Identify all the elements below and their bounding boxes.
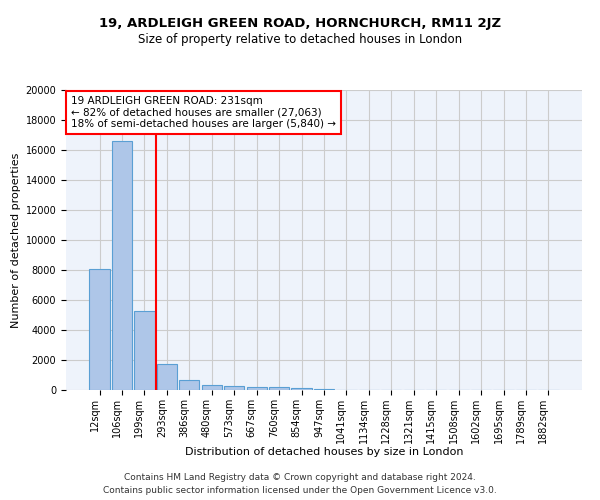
Bar [112,141,132,390]
Text: 19, ARDLEIGH GREEN ROAD, HORNCHURCH, RM11 2JZ: 19, ARDLEIGH GREEN ROAD, HORNCHURCH, RM1… [99,18,501,30]
Bar [89,269,110,390]
Bar [224,386,244,390]
Text: Contains public sector information licensed under the Open Government Licence v3: Contains public sector information licen… [103,486,497,495]
Bar [179,380,199,390]
Bar [157,364,177,390]
Bar [202,384,222,390]
Text: Contains HM Land Registry data © Crown copyright and database right 2024.: Contains HM Land Registry data © Crown c… [124,472,476,482]
Text: 19 ARDLEIGH GREEN ROAD: 231sqm
← 82% of detached houses are smaller (27,063)
18%: 19 ARDLEIGH GREEN ROAD: 231sqm ← 82% of … [71,96,336,129]
X-axis label: Distribution of detached houses by size in London: Distribution of detached houses by size … [185,448,463,458]
Y-axis label: Number of detached properties: Number of detached properties [11,152,22,328]
Bar [292,388,311,390]
Bar [134,310,155,390]
Text: Size of property relative to detached houses in London: Size of property relative to detached ho… [138,32,462,46]
Bar [269,387,289,390]
Bar [314,389,334,390]
Bar [247,387,267,390]
